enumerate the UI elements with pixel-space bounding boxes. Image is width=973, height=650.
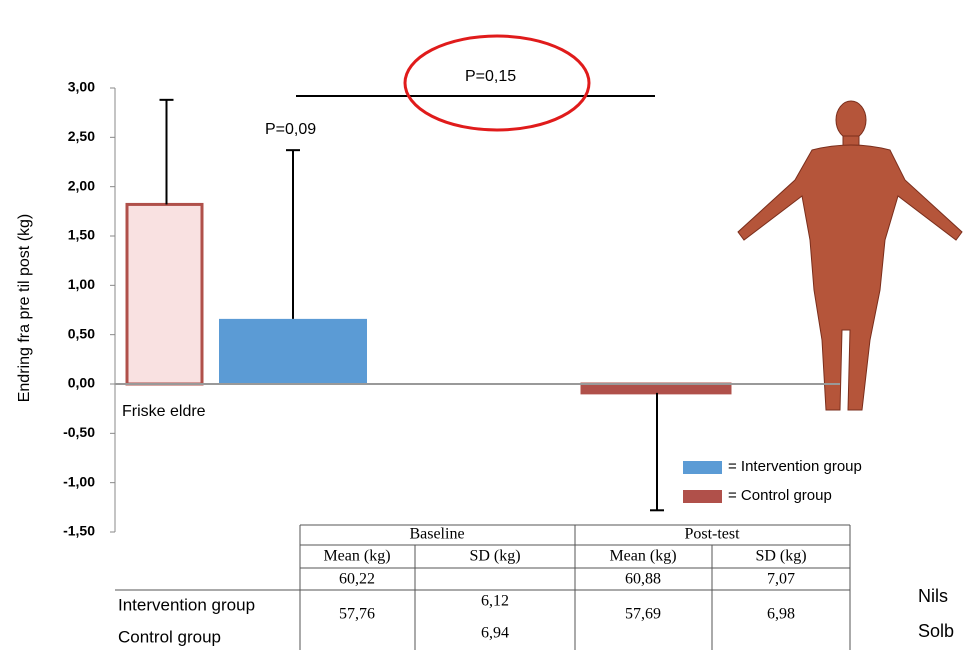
table-cell: 6,94 — [481, 625, 509, 642]
bar — [127, 204, 202, 384]
table-subheader: Mean (kg) — [323, 548, 390, 565]
bar — [219, 319, 367, 384]
table-subheader: SD (kg) — [755, 548, 806, 565]
y-tick-label: 0,00 — [68, 375, 95, 391]
y-tick-label: -0,50 — [63, 424, 95, 440]
row-label: Intervention group — [118, 595, 255, 614]
legend-label: = Intervention group — [728, 458, 862, 475]
slide: P=0,15 P=0,09 Endring fra pre til post (… — [0, 0, 973, 650]
citation: Solb — [918, 621, 954, 641]
y-tick-label: 1,00 — [68, 276, 95, 292]
citation: Nils — [918, 586, 948, 606]
row-label: Control group — [118, 627, 221, 646]
page: {"chart_data": {"type": "bar", "ylabel":… — [0, 0, 973, 650]
table-cell: 60,88 — [625, 571, 661, 588]
table-subheader: Mean (kg) — [609, 548, 676, 565]
legend-swatch — [683, 490, 722, 503]
bar — [582, 384, 730, 393]
x-tick-label: Friske eldre — [122, 403, 206, 420]
table-subheader: SD (kg) — [469, 548, 520, 565]
y-tick-label: 2,50 — [68, 128, 95, 144]
legend-label: = Control group — [728, 487, 832, 504]
table-cell: 57,76 — [339, 606, 375, 623]
table-cell: 6,98 — [767, 606, 795, 623]
legend-swatch — [683, 461, 722, 474]
anatomy-figure — [738, 101, 962, 410]
y-tick-label: 3,00 — [68, 79, 95, 95]
annotation: P=0,09 — [265, 121, 316, 138]
table-cell: 57,69 — [625, 606, 661, 623]
table-cell: 6,12 — [481, 593, 509, 610]
y-tick-label: -1,50 — [63, 523, 95, 539]
annotation: P=0,15 — [465, 68, 516, 85]
y-tick-label: 2,00 — [68, 177, 95, 193]
table-header: Post-test — [684, 526, 740, 543]
y-axis-label: Endring fra pre til post (kg) — [16, 214, 33, 403]
table-cell: 7,07 — [767, 571, 795, 588]
table-cell: 60,22 — [339, 571, 375, 588]
y-tick-label: -1,00 — [63, 473, 95, 489]
y-tick-label: 1,50 — [68, 227, 95, 243]
y-tick-label: 0,50 — [68, 325, 95, 341]
table-header: Baseline — [409, 526, 464, 543]
